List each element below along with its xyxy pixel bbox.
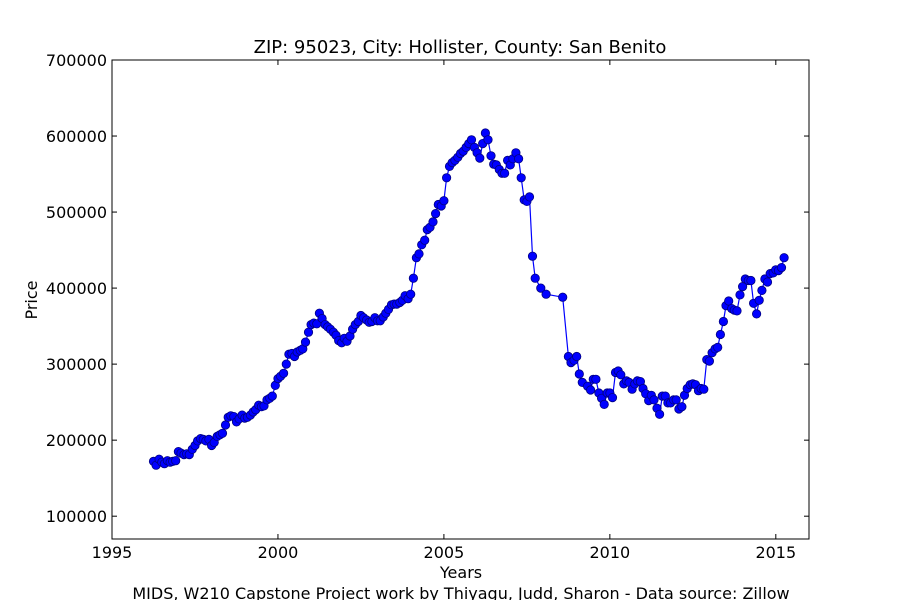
- data-point: [715, 329, 726, 340]
- y-axis-label: Price: [22, 280, 41, 319]
- chart-footer: MIDS, W210 Capstone Project work by Thiy…: [132, 584, 789, 600]
- y-tick-label: 500000: [46, 203, 107, 222]
- data-point: [278, 368, 289, 378]
- data-point: [713, 342, 723, 352]
- data-point: [762, 277, 773, 287]
- axis-ticks: 1995 2000 2005 2010 2015 100000 200000 300000 40…: [46, 51, 809, 562]
- data-point: [574, 369, 584, 379]
- data-point: [516, 173, 526, 183]
- data-point: [430, 209, 441, 219]
- y-tick-label: 400000: [46, 279, 107, 298]
- data-point: [585, 385, 596, 395]
- data-point: [704, 356, 715, 366]
- data-point: [746, 275, 756, 286]
- data-point: [524, 192, 535, 202]
- plot-area-frame: [111, 59, 810, 540]
- data-point: [757, 285, 767, 295]
- data-point: [572, 351, 582, 362]
- y-tick-label: 700000: [46, 51, 107, 70]
- data-point: [441, 173, 452, 183]
- data-point: [776, 262, 787, 273]
- x-tick-label: 2000: [258, 543, 299, 562]
- data-point: [171, 456, 181, 466]
- data-point: [718, 316, 729, 327]
- data-point: [483, 135, 493, 145]
- data-point: [779, 253, 789, 263]
- data-point: [671, 395, 681, 405]
- y-tick-label: 600000: [46, 127, 107, 146]
- chart-title: ZIP: 95023, City: Hollister, County: San…: [254, 37, 667, 58]
- data-point: [732, 306, 742, 316]
- data-point: [735, 290, 745, 300]
- data-point: [616, 370, 626, 380]
- data-point: [558, 292, 568, 302]
- data-point: [536, 283, 546, 293]
- data-point: [420, 235, 430, 245]
- data-point: [591, 374, 601, 384]
- x-tick-label: 2010: [589, 543, 630, 562]
- data-point: [281, 359, 291, 369]
- data-point: [439, 196, 449, 206]
- data-point: [654, 409, 665, 419]
- data-point: [414, 249, 424, 259]
- y-tick-label: 100000: [46, 507, 107, 526]
- y-tick-label: 300000: [46, 355, 107, 374]
- data-point: [300, 337, 311, 347]
- series-group: [148, 128, 789, 470]
- data-point: [607, 392, 618, 403]
- data-point: [475, 153, 485, 163]
- data-point: [541, 289, 551, 299]
- data-point: [513, 154, 524, 164]
- data-point: [699, 384, 709, 394]
- data-point: [220, 420, 231, 430]
- data-point: [499, 168, 510, 178]
- data-point: [751, 309, 762, 319]
- data-point: [303, 327, 314, 337]
- data-point: [267, 391, 277, 401]
- data-point: [486, 151, 496, 161]
- data-point: [527, 251, 538, 261]
- data-point: [599, 399, 609, 409]
- x-tick-label: 1995: [92, 543, 133, 562]
- x-axis-label: Years: [439, 563, 482, 582]
- x-tick-label: 2005: [424, 543, 465, 562]
- data-point: [428, 217, 438, 227]
- y-tick-label: 200000: [46, 431, 107, 450]
- data-point: [408, 273, 418, 283]
- data-point: [406, 289, 416, 299]
- data-point: [530, 273, 540, 283]
- data-point: [724, 296, 734, 306]
- data-point: [754, 295, 764, 305]
- data-point: [677, 402, 687, 412]
- x-tick-label: 2015: [755, 543, 796, 562]
- data-point: [466, 135, 477, 145]
- data-point: [217, 428, 228, 438]
- data-point: [649, 395, 659, 405]
